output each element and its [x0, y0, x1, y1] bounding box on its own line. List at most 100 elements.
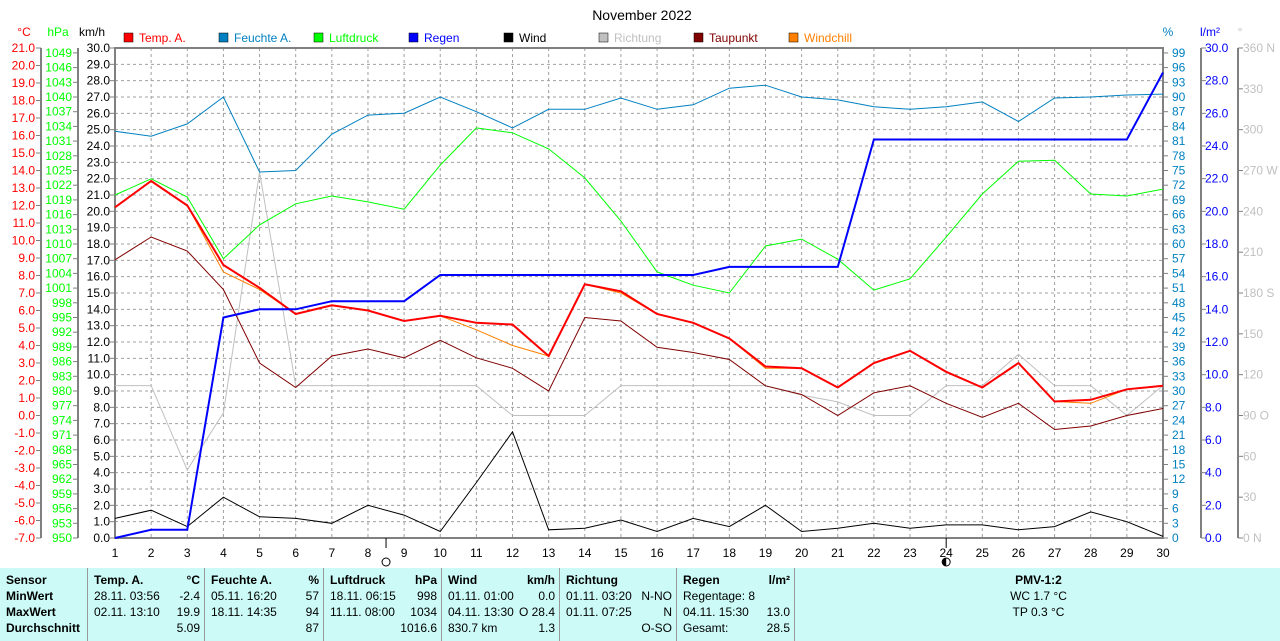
pressure-tick-label: 983: [52, 369, 72, 383]
direction-tick-label: 360 N: [1243, 41, 1275, 55]
pressure-axis-unit: hPa: [47, 25, 69, 39]
humidity-tick-label: 93: [1172, 75, 1186, 89]
rain-column: Regen l/m² Regentage: 8 04.11. 15:30 13.0 …: [677, 568, 795, 641]
x-tick-label: 24: [939, 546, 953, 560]
rain-tick-label: 12.0: [1205, 335, 1229, 349]
temp-tick-label: -3.0: [14, 461, 35, 475]
pressure-tick-label: 950: [52, 531, 72, 545]
temp-tick-label: 0.0: [18, 409, 35, 423]
pressure-avg: 1016.6: [400, 621, 437, 635]
x-tick-label: 18: [723, 546, 737, 560]
temp-tick-label: 3.0: [18, 356, 35, 370]
humidity-header: Feuchte A.: [211, 573, 272, 587]
x-tick-label: 10: [434, 546, 448, 560]
wind-max-time: 04.11. 13:30: [448, 605, 514, 619]
rain-header: Regen: [683, 573, 720, 587]
legend-swatch: [313, 32, 324, 43]
rain-total: 28.5: [766, 621, 790, 635]
rain-tick-label: 20.0: [1205, 204, 1229, 218]
pressure-tick-label: 986: [52, 355, 72, 369]
series-line-taupunkt: [114, 236, 1164, 431]
legend-swatch: [598, 32, 609, 43]
direction-min: N-NO: [641, 589, 672, 603]
direction-tick-label: 300: [1243, 123, 1263, 137]
humidity-tick-label: 27: [1172, 399, 1186, 413]
x-tick-label: 5: [256, 546, 263, 560]
legend-swatch: [788, 32, 799, 43]
wind-tick-label: 23.0: [87, 155, 111, 169]
humidity-tick-label: 3: [1172, 516, 1179, 530]
wind-tick-label: 16.0: [87, 270, 111, 284]
wind-tick-label: 29.0: [87, 57, 111, 71]
wind-tick-label: 10.0: [87, 368, 111, 382]
temp-tick-label: 19.0: [12, 76, 36, 90]
temp-tick-label: 8.0: [18, 269, 35, 283]
x-tick-label: 6: [292, 546, 299, 560]
humidity-tick-label: 54: [1172, 266, 1186, 280]
rain-tick-label: 14.0: [1205, 302, 1229, 316]
humidity-tick-label: 9: [1172, 487, 1179, 501]
pressure-tick-label: 1031: [45, 134, 72, 148]
pressure-tick-label: 1043: [45, 75, 72, 89]
new-moon-icon: [381, 557, 391, 567]
temp-tick-label: 1.0: [18, 391, 35, 405]
pressure-min-time: 18.11. 06:15: [330, 589, 396, 603]
wind-tick-label: 9.0: [93, 384, 110, 398]
direction-axis-unit: °: [1238, 25, 1243, 39]
pressure-tick-label: 965: [52, 458, 72, 472]
pressure-tick-label: 1013: [45, 222, 72, 236]
direction-tick-label: 210: [1243, 245, 1263, 259]
pressure-tick-label: 1001: [45, 281, 72, 295]
rain-tick-label: 22.0: [1205, 172, 1229, 186]
pressure-tick-label: 1028: [45, 149, 72, 163]
direction-header: Richtung: [566, 573, 618, 587]
x-tick-label: 4: [220, 546, 227, 560]
temp-tick-label: -2.0: [14, 444, 35, 458]
humidity-tick-label: 33: [1172, 369, 1186, 383]
row-label-avg: Durchschnitt: [6, 621, 81, 635]
humidity-min-time: 05.11. 16:20: [211, 589, 277, 603]
wind-header: Wind: [448, 573, 478, 587]
wind-tick-label: 24.0: [87, 139, 111, 153]
humidity-tick-label: 78: [1172, 149, 1186, 163]
legend-swatch: [693, 32, 704, 43]
direction-avg: O-SO: [641, 621, 672, 635]
pressure-tick-label: 1007: [45, 252, 72, 266]
temp-tick-label: 11.0: [13, 216, 36, 230]
wind-tick-label: 12.0: [87, 335, 111, 349]
legend-swatch: [408, 32, 419, 43]
temp-axis-unit: °C: [17, 25, 31, 39]
humidity-tick-label: 24: [1172, 413, 1186, 427]
temp-tick-label: 15.0: [12, 146, 36, 160]
humidity-max-time: 18.11. 14:35: [211, 605, 277, 619]
pressure-tick-label: 1040: [45, 90, 72, 104]
moon-phases: [381, 538, 951, 567]
x-tick-label: 7: [328, 546, 335, 560]
humidity-tick-label: 69: [1172, 193, 1186, 207]
temp-tick-label: -4.0: [14, 479, 35, 493]
direction-tick-label: 330: [1243, 82, 1263, 96]
rain-tick-label: 24.0: [1205, 139, 1229, 153]
direction-tick-label: 270 W: [1243, 164, 1278, 178]
humidity-tick-label: 84: [1172, 119, 1186, 133]
wind-tick-label: 5.0: [93, 449, 110, 463]
temp-tick-label: 14.0: [12, 164, 36, 178]
wind-tick-label: 2.0: [93, 498, 110, 512]
humidity-tick-label: 6: [1172, 502, 1179, 516]
wind-tick-label: 0.0: [93, 531, 110, 545]
series-line-luftdruck: [114, 127, 1164, 294]
temp-tick-label: -7.0: [14, 531, 35, 545]
axes: 1 2 3 4 5 6 7 8 9 10 11 12 13 14 15 16 17 18 19 20 21 22 23 24 2…: [12, 25, 1279, 560]
rain-tick-label: 8.0: [1205, 400, 1222, 414]
humidity-tick-label: 21: [1172, 428, 1186, 442]
temp-max-time: 02.11. 13:10: [94, 605, 160, 619]
rain-tick-label: 10.0: [1205, 368, 1229, 382]
pmv-windchill: WC 1.7 °C: [1010, 589, 1067, 603]
temp-tick-label: 9.0: [18, 251, 35, 265]
humidity-tick-label: 48: [1172, 296, 1186, 310]
humidity-tick-label: 63: [1172, 222, 1186, 236]
wind-tick-label: 7.0: [93, 417, 110, 431]
rain-tick-label: 4.0: [1205, 466, 1222, 480]
pressure-tick-label: 962: [52, 472, 72, 486]
pressure-tick-label: 1034: [45, 119, 72, 133]
